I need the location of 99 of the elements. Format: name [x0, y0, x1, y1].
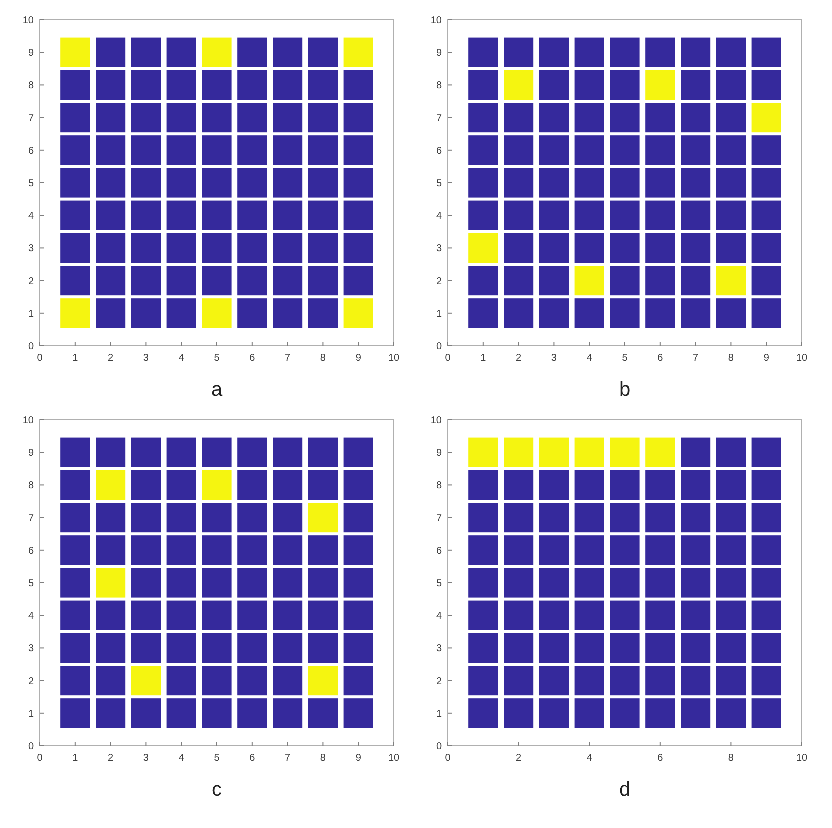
y-tick-label: 4 — [28, 611, 34, 622]
y-tick-label: 7 — [436, 113, 442, 124]
point — [308, 503, 338, 533]
x-tick-label: 1 — [480, 353, 487, 364]
point — [646, 70, 676, 100]
x-tick-label: 10 — [388, 753, 400, 764]
x-tick-label: 2 — [516, 753, 522, 764]
x-tick-label: 6 — [250, 353, 256, 364]
point — [308, 666, 338, 696]
x-tick-label: 6 — [658, 753, 664, 764]
y-tick-label: 10 — [430, 16, 442, 26]
x-tick-label: 10 — [796, 353, 808, 364]
y-tick-label: 9 — [28, 448, 34, 460]
x-tick-label: 10 — [388, 353, 400, 364]
y-tick-label: 0 — [436, 342, 442, 352]
x-tick-label: 4 — [586, 353, 593, 364]
x-tick-label: 5 — [622, 353, 628, 364]
x-tick-label: 0 — [37, 353, 44, 364]
x-tick-label: 9 — [356, 353, 362, 364]
x-tick-label: 3 — [551, 353, 558, 364]
x-tick-label: 8 — [320, 353, 326, 364]
x-tick-label: 10 — [796, 753, 808, 764]
y-tick-label: 8 — [28, 480, 34, 492]
x-tick-label: 8 — [728, 753, 734, 764]
y-tick-label: 4 — [436, 611, 442, 622]
y-tick-label: 6 — [28, 546, 34, 557]
y-tick-label: 4 — [436, 211, 442, 222]
text: d — [619, 779, 631, 801]
x-tick-label: 8 — [728, 353, 734, 364]
y-tick-label: 1 — [436, 308, 442, 320]
y-tick-label: 9 — [436, 48, 442, 60]
y-tick-label: 3 — [436, 244, 442, 255]
y-tick-label: 0 — [436, 742, 442, 752]
y-tick-label: 3 — [28, 244, 34, 255]
point — [202, 470, 232, 500]
y-tick-label: 2 — [436, 676, 442, 688]
y-tick-label: 6 — [436, 546, 442, 557]
text: c — [212, 779, 222, 801]
point — [752, 103, 782, 133]
x-tick-label: 1 — [72, 753, 79, 764]
text: b — [619, 379, 631, 401]
y-tick-label: 3 — [436, 644, 442, 655]
x-tick-label: 4 — [178, 753, 185, 764]
x-tick-label: 6 — [658, 353, 664, 364]
point — [504, 70, 534, 100]
x-tick-label: 8 — [320, 753, 326, 764]
y-tick-label: 10 — [22, 416, 34, 426]
y-tick-label: 2 — [28, 276, 34, 288]
y-tick-label: 2 — [28, 676, 34, 688]
point — [716, 266, 746, 296]
x-tick-label: 0 — [37, 753, 44, 764]
x-tick-label: 3 — [143, 353, 150, 364]
point — [574, 266, 604, 296]
text: a — [211, 379, 224, 401]
x-tick-label: 4 — [586, 753, 593, 764]
x-tick-label: 2 — [108, 753, 114, 764]
y-tick-label: 10 — [430, 416, 442, 426]
point — [468, 233, 498, 263]
y-tick-label: 5 — [28, 178, 34, 190]
y-tick-label: 8 — [436, 80, 442, 92]
x-tick-label: 1 — [72, 353, 79, 364]
x-tick-label: 5 — [214, 753, 220, 764]
y-tick-label: 8 — [436, 480, 442, 492]
y-tick-label: 1 — [436, 708, 442, 720]
x-tick-label: 7 — [285, 753, 292, 764]
y-tick-label: 7 — [28, 513, 34, 524]
x-tick-label: 6 — [250, 753, 256, 764]
x-tick-label: 0 — [445, 753, 452, 764]
y-tick-label: 9 — [436, 448, 442, 460]
x-tick-label: 2 — [516, 353, 522, 364]
y-tick-label: 4 — [28, 211, 34, 222]
x-tick-label: 2 — [108, 353, 114, 364]
point — [96, 470, 126, 500]
y-tick-label: 5 — [28, 578, 34, 590]
y-tick-label: 10 — [22, 16, 34, 26]
y-tick-label: 6 — [436, 146, 442, 157]
x-tick-label: 7 — [285, 353, 292, 364]
y-tick-label: 8 — [28, 80, 34, 92]
y-tick-label: 3 — [28, 644, 34, 655]
x-tick-label: 7 — [693, 353, 700, 364]
y-tick-label: 1 — [28, 308, 34, 320]
y-tick-label: 6 — [28, 146, 34, 157]
y-tick-label: 1 — [28, 708, 34, 720]
y-tick-label: 9 — [28, 48, 34, 60]
point — [131, 666, 161, 696]
y-tick-label: 0 — [28, 342, 34, 352]
x-tick-label: 9 — [356, 753, 362, 764]
y-tick-label: 7 — [436, 513, 442, 524]
point — [96, 568, 126, 598]
y-tick-label: 7 — [28, 113, 34, 124]
x-tick-label: 0 — [445, 353, 452, 364]
y-tick-label: 0 — [28, 742, 34, 752]
y-tick-label: 5 — [436, 178, 442, 190]
x-tick-label: 5 — [214, 353, 220, 364]
x-tick-label: 9 — [764, 353, 770, 364]
y-tick-label: 2 — [436, 276, 442, 288]
y-tick-label: 5 — [436, 578, 442, 590]
x-tick-label: 3 — [143, 753, 150, 764]
x-tick-label: 4 — [178, 353, 185, 364]
